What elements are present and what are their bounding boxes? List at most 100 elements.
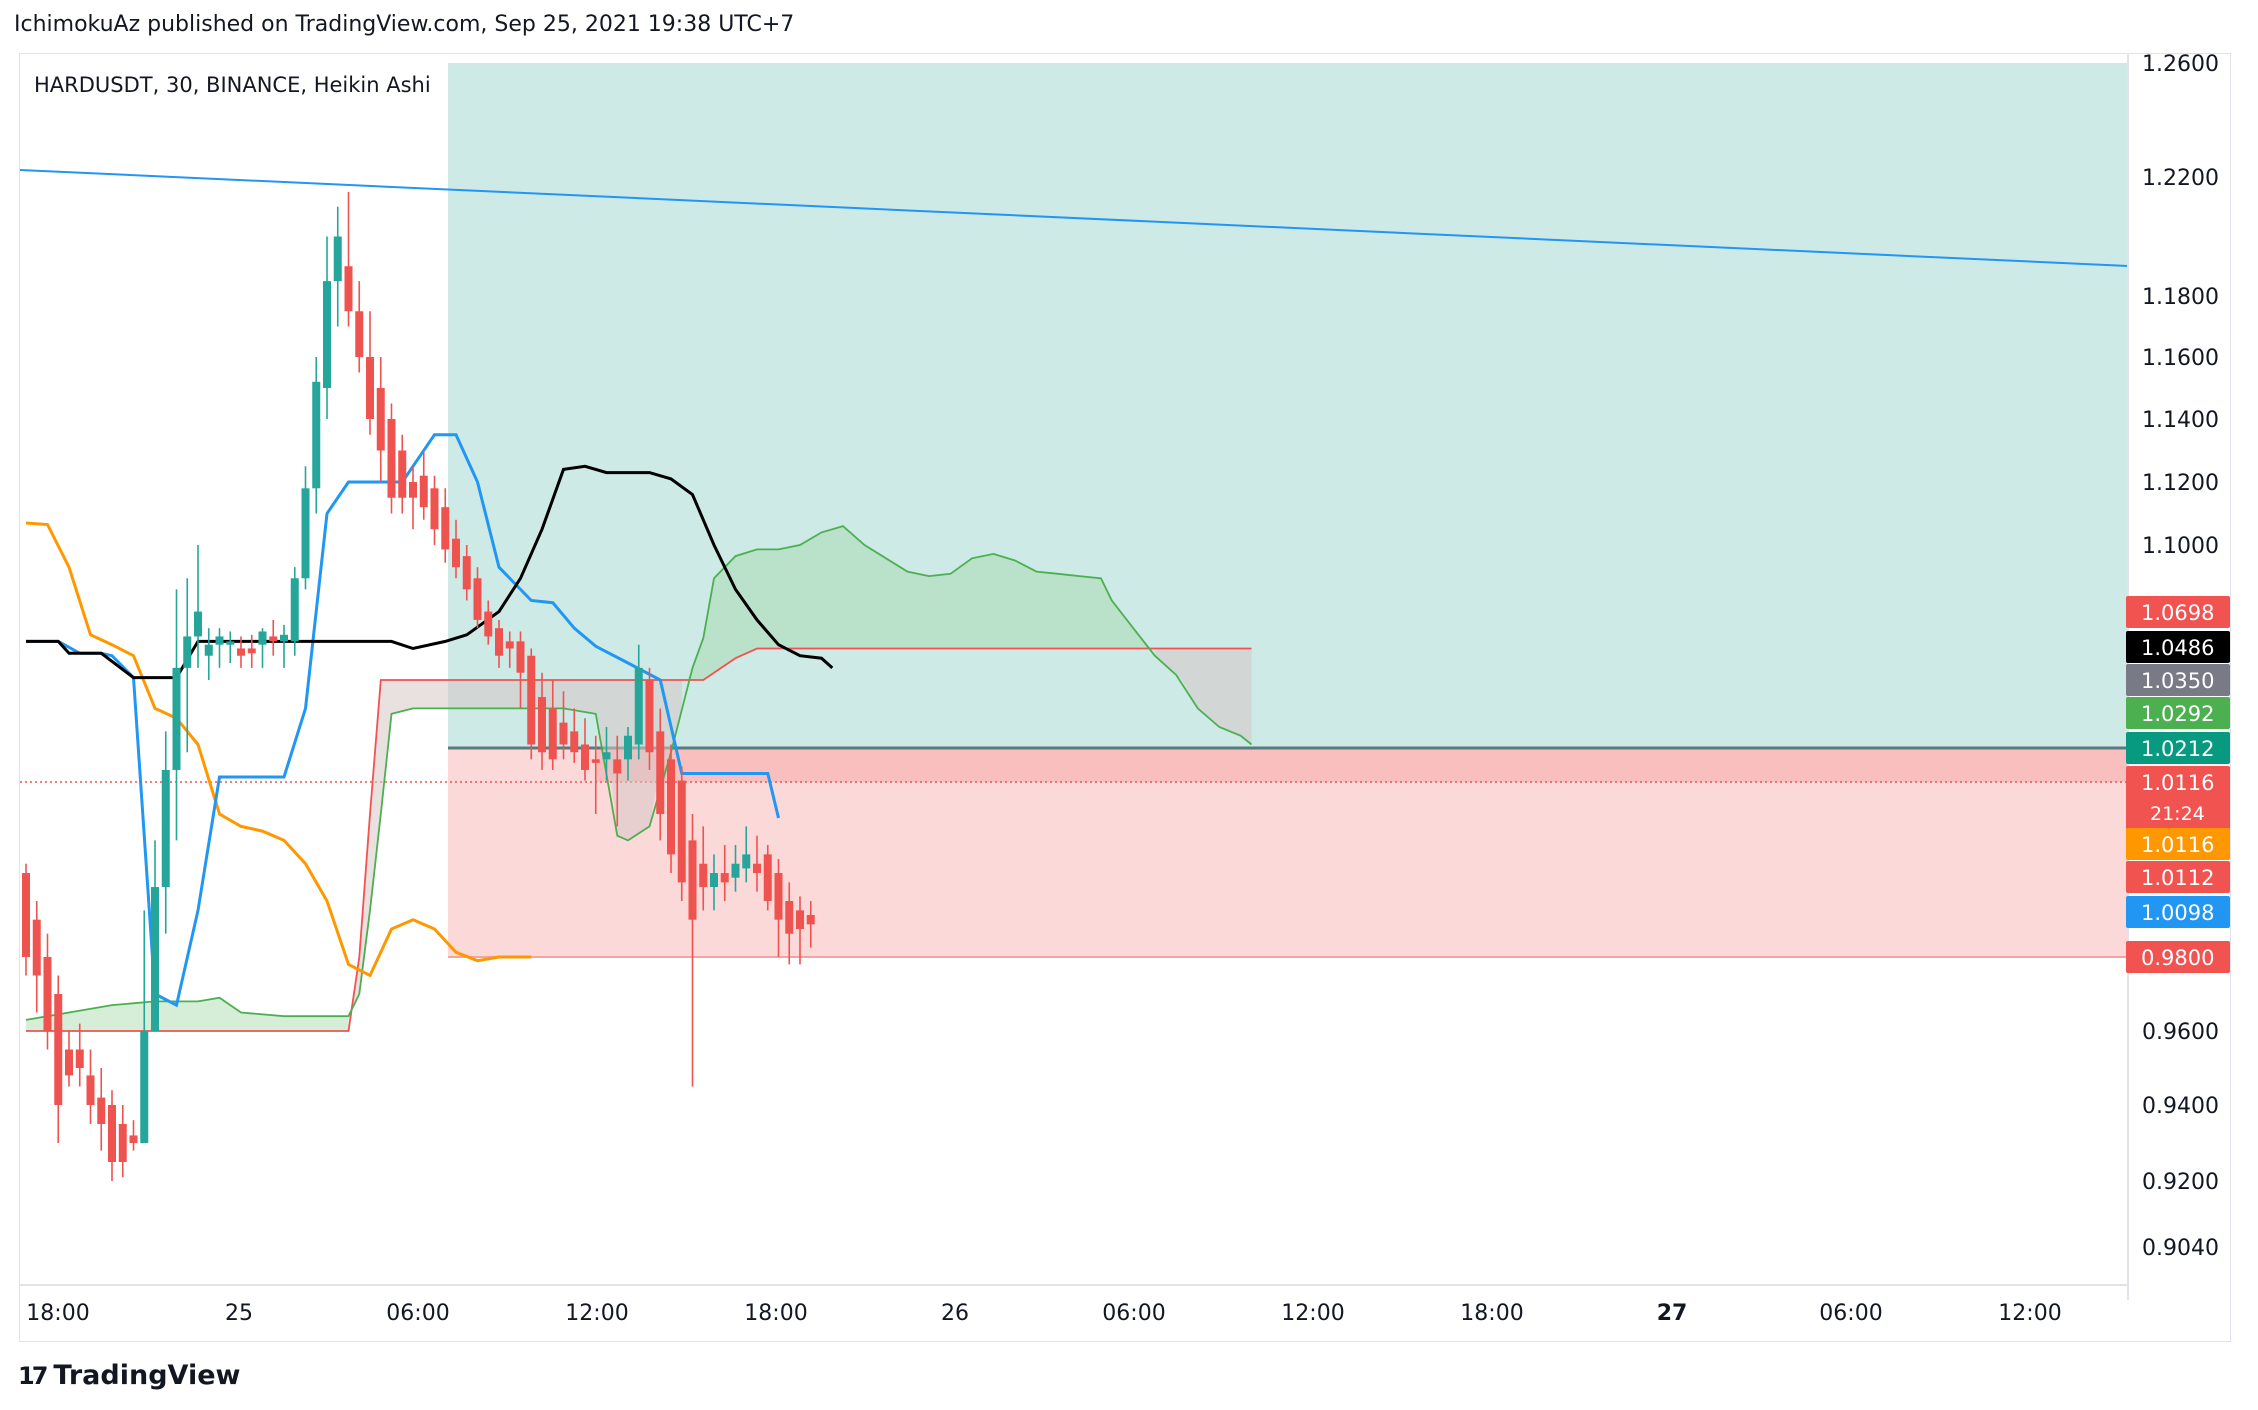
candle xyxy=(505,631,514,668)
candle xyxy=(495,619,503,668)
candle xyxy=(118,1105,127,1178)
price-label: 1.0486 xyxy=(2126,631,2230,663)
price-label: 1.0116 21:24 xyxy=(2126,766,2230,830)
tradingview-logo-icon: 17 xyxy=(18,1361,48,1390)
candle-body xyxy=(796,910,804,930)
candle-body xyxy=(699,863,708,888)
candle xyxy=(32,901,41,1013)
candle-body xyxy=(753,863,761,874)
candle-body xyxy=(237,648,245,656)
price-label-text: 1.0486 xyxy=(2141,636,2214,660)
publication-header: IchimokuAz published on TradingView.com,… xyxy=(14,12,795,37)
cloud-fill-2 xyxy=(687,526,1150,680)
candle-body xyxy=(559,722,568,745)
candle-body xyxy=(806,915,815,925)
candle xyxy=(215,628,224,668)
x-tick-label: 25 xyxy=(225,1301,253,1326)
candle xyxy=(376,357,385,482)
candle-body xyxy=(226,641,235,645)
x-tick-label: 06:00 xyxy=(386,1301,449,1326)
candle xyxy=(301,466,310,590)
candle xyxy=(710,854,718,911)
candle-body xyxy=(452,538,460,568)
time-axis: 18:00 25 06:00 12:00 18:00 26 06:00 12:00 18:00 2… xyxy=(20,1284,2128,1326)
candle xyxy=(462,545,471,601)
candle xyxy=(430,475,439,545)
candle xyxy=(527,648,536,760)
candle xyxy=(581,718,589,781)
candle xyxy=(548,680,557,770)
price-axis: 1.2600 1.2200 1.1800 1.1600 1.1400 1.1200 1.10… xyxy=(2126,52,2230,1300)
candle-body xyxy=(645,680,654,753)
candle-body xyxy=(677,780,686,883)
candle xyxy=(602,727,611,781)
candle-body xyxy=(97,1097,106,1124)
candle-body xyxy=(333,236,342,282)
candle xyxy=(172,589,181,841)
kijun-sen xyxy=(25,521,532,978)
candle-body xyxy=(118,1124,127,1162)
price-label-bg xyxy=(2126,732,2230,764)
candle-body xyxy=(656,731,665,814)
candle xyxy=(688,814,697,1087)
candle-body xyxy=(548,708,557,760)
candle xyxy=(656,708,665,841)
candle xyxy=(108,1090,116,1181)
candle-body xyxy=(581,744,589,770)
x-tick-label: 06:00 xyxy=(1819,1301,1882,1326)
candle-body xyxy=(473,578,482,620)
candle xyxy=(742,826,751,883)
candle-body xyxy=(688,840,697,920)
x-tick-label: 06:00 xyxy=(1102,1301,1165,1326)
price-label: 1.0116 xyxy=(2126,828,2230,860)
price-label-bg xyxy=(2126,896,2230,928)
candle xyxy=(538,672,546,770)
candle-body xyxy=(290,578,299,642)
candle xyxy=(161,731,170,934)
candle-body xyxy=(538,697,546,753)
candle-body xyxy=(247,648,256,654)
price-label: 1.0698 xyxy=(2126,596,2230,628)
loss-zone-filled xyxy=(597,748,2128,782)
candle-body xyxy=(269,636,278,642)
price-label: 0.9800 xyxy=(2126,941,2230,973)
price-label-countdown: 21:24 xyxy=(2150,803,2205,825)
candle xyxy=(269,619,278,656)
candle xyxy=(129,1120,138,1151)
candle xyxy=(785,882,794,965)
candle xyxy=(634,644,643,760)
candle-body xyxy=(613,759,622,774)
senkou-span-a xyxy=(25,525,1253,1021)
candle xyxy=(140,910,149,1143)
x-tick-label: 26 xyxy=(941,1301,969,1326)
y-tick-label: 1.1600 xyxy=(2142,346,2219,371)
price-label: 1.0098 xyxy=(2126,896,2230,928)
candle xyxy=(151,840,159,1031)
candle-body xyxy=(215,636,224,645)
price-label: 1.0350 xyxy=(2126,664,2230,696)
candle-body xyxy=(194,611,202,637)
candle-body xyxy=(280,634,288,642)
x-tick-label: 18:00 xyxy=(744,1301,807,1326)
tradingview-logo[interactable]: 17 TradingView xyxy=(18,1360,240,1391)
candle xyxy=(333,206,342,327)
senkou-span-b xyxy=(26,647,1252,1032)
candle-body xyxy=(409,482,417,498)
price-label-bg xyxy=(2126,828,2230,860)
candle xyxy=(409,466,417,530)
y-tick-label: 0.9400 xyxy=(2142,1094,2219,1119)
price-label-text: 1.0112 xyxy=(2141,866,2214,890)
candle xyxy=(645,667,654,770)
candle xyxy=(591,735,600,814)
candle xyxy=(613,735,622,827)
candle-body xyxy=(591,759,600,763)
candle xyxy=(344,191,353,327)
candle-body xyxy=(376,388,385,451)
price-label-text: 1.0350 xyxy=(2141,669,2214,693)
candle-body xyxy=(624,735,632,760)
y-tick-label: 1.2200 xyxy=(2142,166,2219,191)
candle xyxy=(75,1023,84,1087)
y-tick-label: 1.2600 xyxy=(2142,52,2219,77)
candle-body xyxy=(505,641,514,649)
